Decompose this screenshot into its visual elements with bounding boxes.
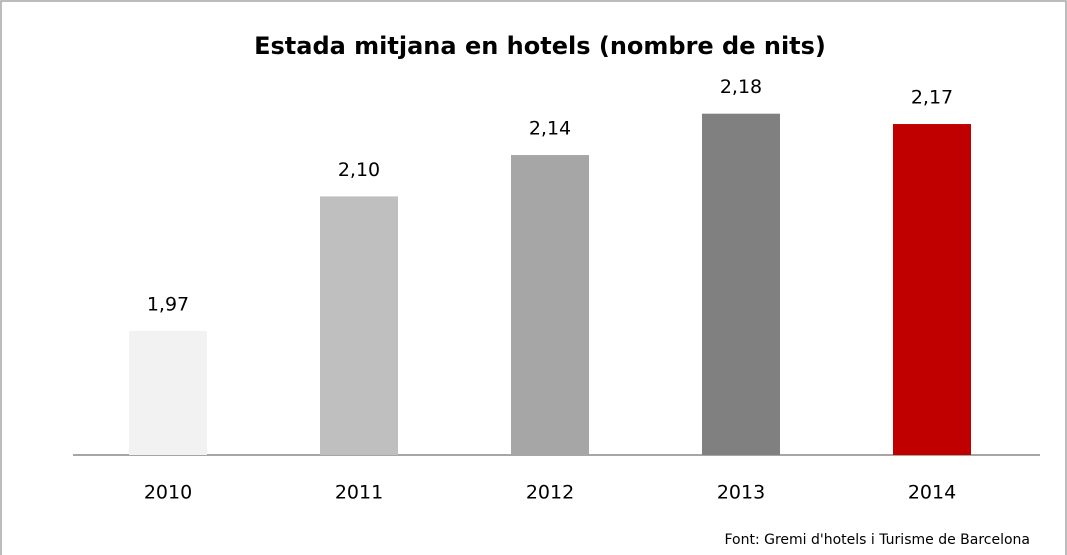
x-tick-label: 2013 [717,482,765,504]
bar [511,155,589,456]
x-tick-label: 2011 [335,482,383,504]
bar [129,330,207,455]
x-tick-label: 2010 [144,482,192,504]
chart-title: Estada mitjana en hotels (nombre de nits… [254,32,826,60]
x-tick-label: 2014 [908,482,956,504]
x-tick-label: 2012 [526,482,574,504]
data-label: 2,17 [911,87,953,109]
data-label: 1,97 [147,293,189,315]
bar [893,124,971,456]
data-label: 2,14 [529,118,571,140]
data-label: 2,10 [338,159,380,181]
bar [320,196,398,455]
source-note: Font: Gremi d'hotels i Turisme de Barcel… [724,532,1030,548]
data-label: 2,18 [720,76,762,98]
bar [702,113,780,455]
